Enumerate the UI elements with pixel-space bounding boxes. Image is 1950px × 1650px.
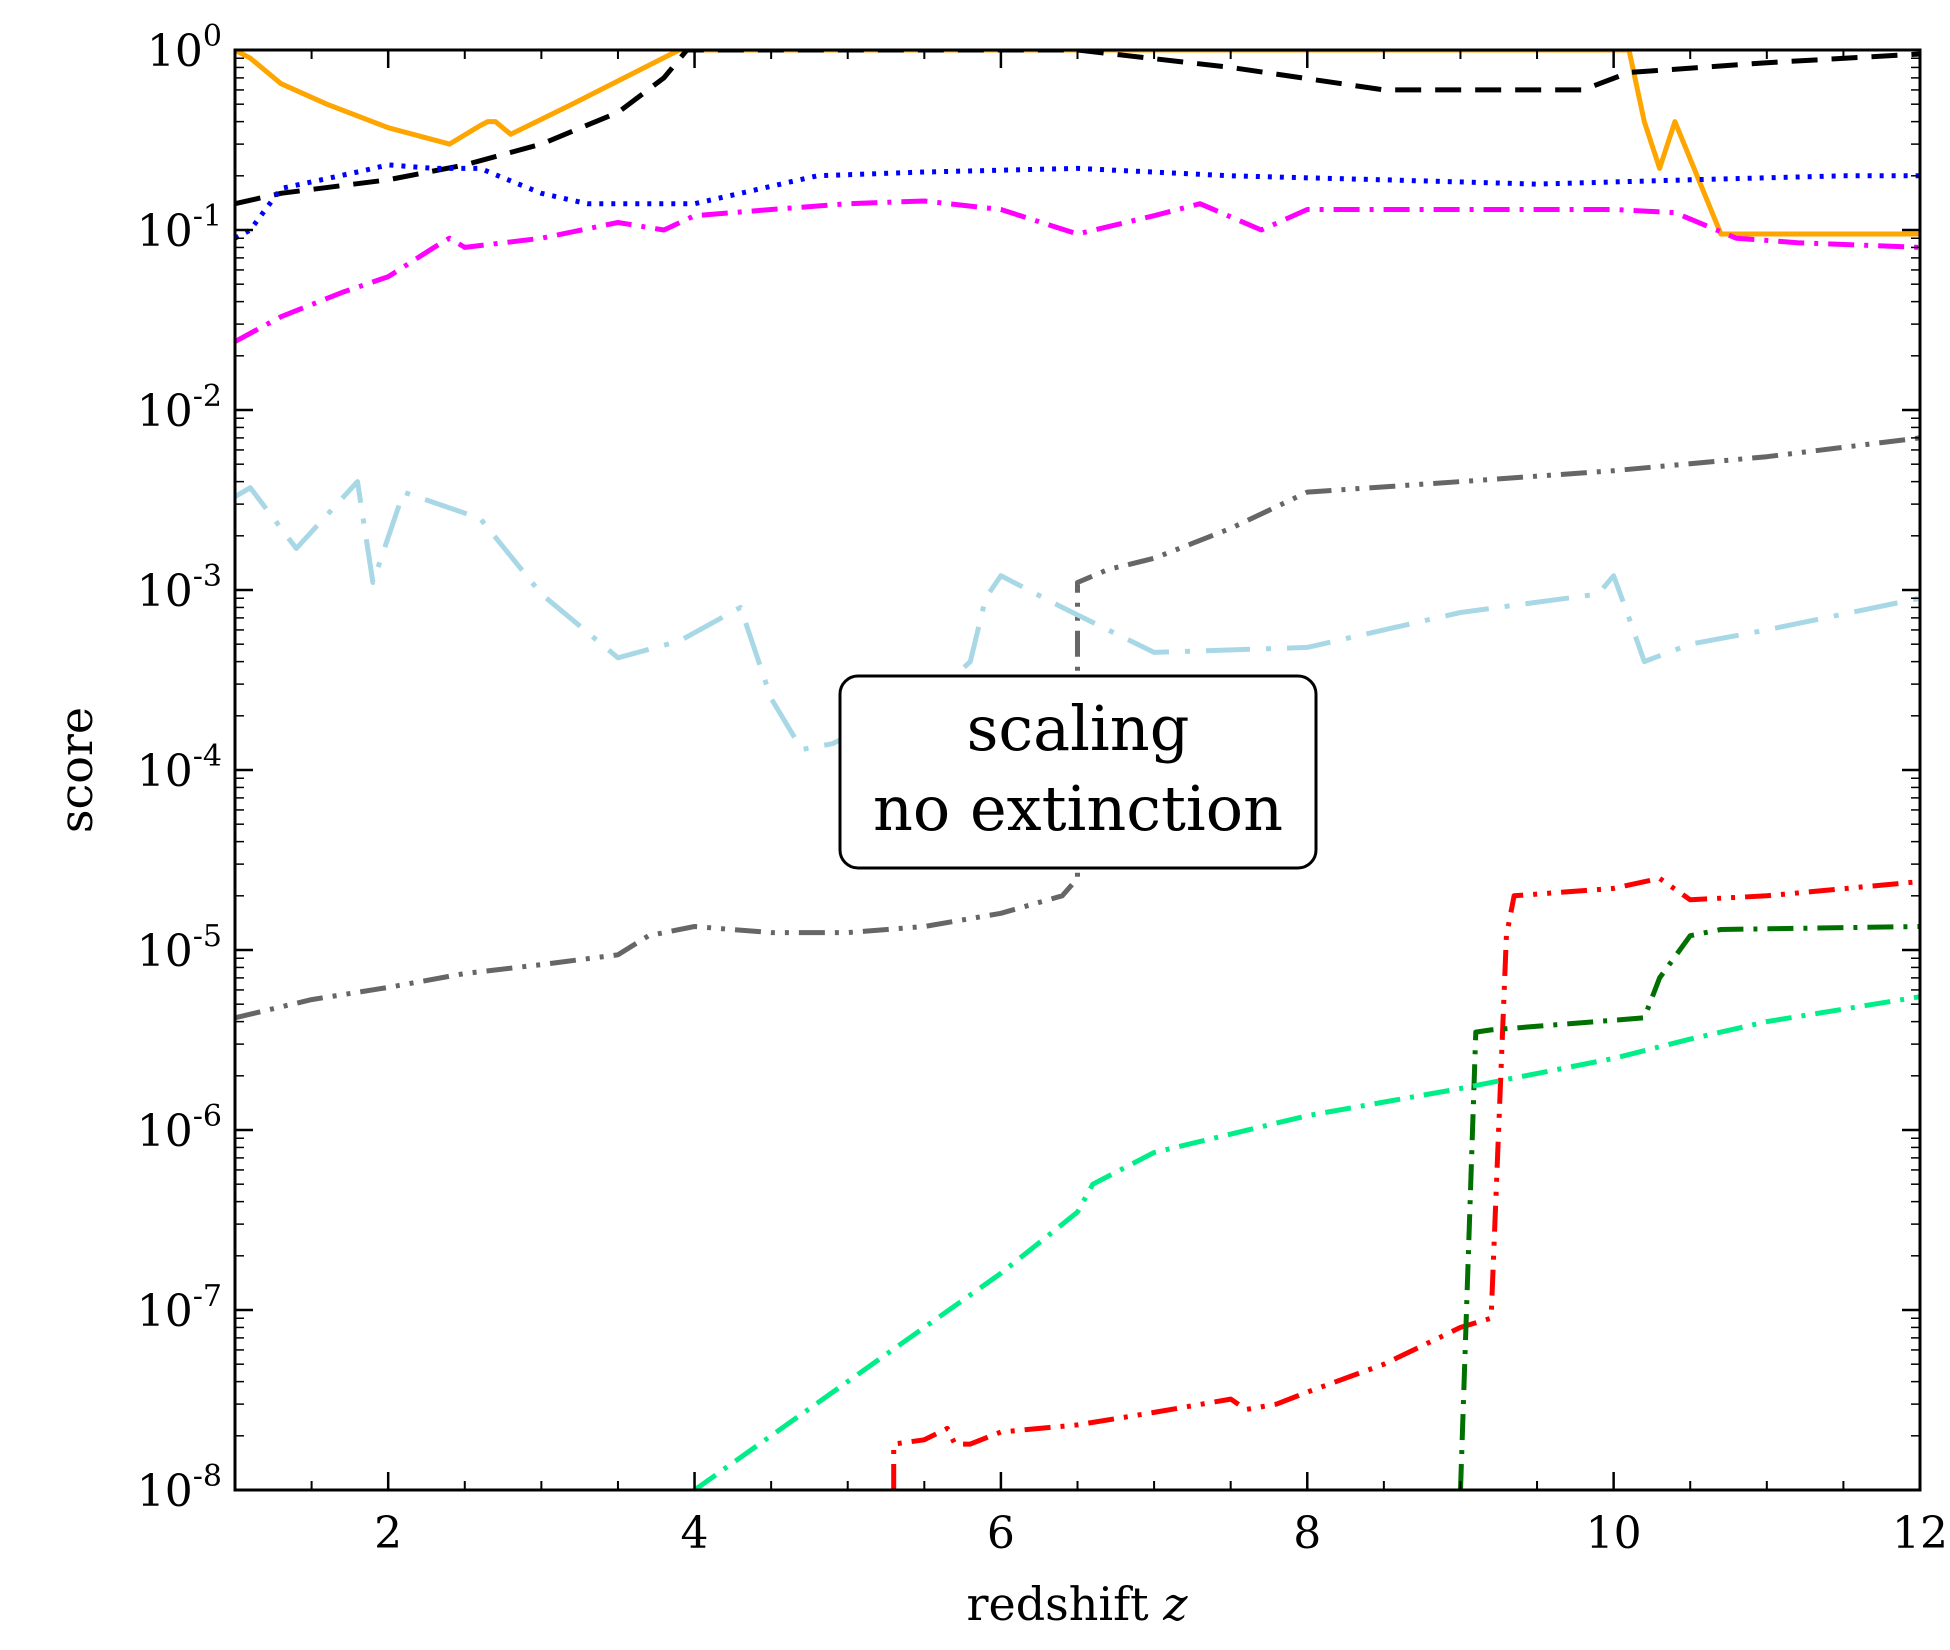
annotation-box: scaling no extinction <box>838 674 1318 870</box>
annotation-line-1: scaling <box>967 692 1190 765</box>
y-tick-base: 10 <box>137 1286 193 1337</box>
y-tick-base: 10 <box>137 566 193 617</box>
series-teal-dashdot-line <box>693 994 1920 1490</box>
annotation-frame <box>838 674 1318 870</box>
y-tick-exponent: -1 <box>193 199 222 234</box>
y-axis-label: score <box>49 707 103 833</box>
series-green-dashdot-line <box>1458 924 1920 1490</box>
x-tick-label: 6 <box>987 1508 1015 1559</box>
x-axis-label-text: redshift <box>967 1577 1150 1631</box>
y-tick-base: 10 <box>137 206 193 257</box>
series-magenta-dashdot-line <box>235 198 1920 344</box>
x-axis-label: redshift z <box>967 1577 1189 1631</box>
series-lightblue-longdash-dot-line <box>235 479 1920 752</box>
y-tick-base: 10 <box>147 26 203 77</box>
y-tick-label: 10-1 <box>137 199 222 257</box>
x-tick-label: 4 <box>681 1508 709 1559</box>
y-tick-base: 10 <box>137 1106 193 1157</box>
y-tick-exponent: -6 <box>193 1099 222 1134</box>
series-gray-dashdotdot-line <box>235 435 1920 1021</box>
x-tick-label: 2 <box>374 1508 402 1559</box>
y-tick-label: 10-5 <box>137 919 222 977</box>
y-tick-label: 10-6 <box>137 1099 222 1157</box>
x-tick-label: 10 <box>1586 1508 1642 1559</box>
y-tick-label: 100 <box>147 19 222 77</box>
y-tick-exponent: -5 <box>193 919 222 954</box>
y-tick-base: 10 <box>137 1466 193 1517</box>
y-tick-base: 10 <box>137 926 193 977</box>
y-tick-label: 10-8 <box>137 1459 222 1517</box>
y-tick-exponent: -7 <box>193 1279 222 1314</box>
y-tick-label: 10-2 <box>137 379 222 437</box>
y-tick-exponent: -4 <box>193 739 222 774</box>
y-tick-exponent: -2 <box>193 379 222 414</box>
annotation-line-2: no extinction <box>873 772 1283 845</box>
x-axis-label-var: z <box>1162 1577 1188 1631</box>
y-tick-exponent: -8 <box>193 1459 222 1494</box>
x-tick-label: 12 <box>1892 1508 1948 1559</box>
series-black-dashed-line <box>235 50 1920 207</box>
y-tick-label: 10-7 <box>137 1279 222 1337</box>
y-tick-label: 10-4 <box>137 739 222 797</box>
y-tick-exponent: 0 <box>203 19 222 54</box>
y-tick-base: 10 <box>137 386 193 437</box>
x-tick-label: 8 <box>1293 1508 1321 1559</box>
plot-frame <box>233 48 1922 1492</box>
series-blue-dotted-line <box>235 162 1920 241</box>
y-tick-exponent: -3 <box>193 559 222 594</box>
series-orange-solid-line <box>235 50 1920 237</box>
y-tick-base: 10 <box>137 746 193 797</box>
y-tick-label: 10-3 <box>137 559 222 617</box>
series-red-dashdotdot-line <box>891 875 1920 1490</box>
series-layer <box>235 50 1920 1490</box>
